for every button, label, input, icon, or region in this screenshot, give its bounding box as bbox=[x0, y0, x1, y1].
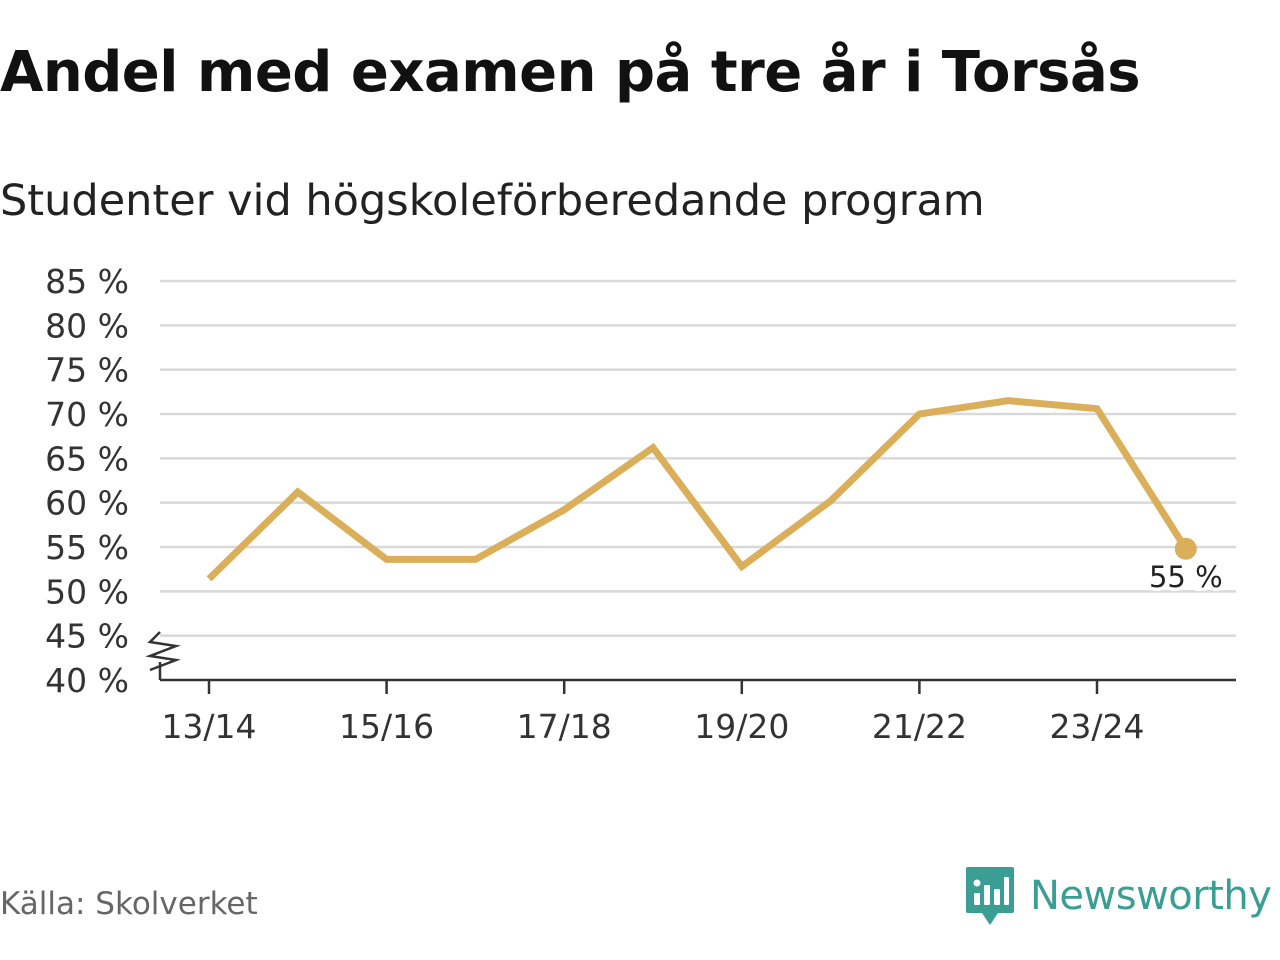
brand-name: Newsworthy bbox=[1030, 873, 1272, 919]
series-line bbox=[206, 397, 1189, 582]
brand-logo[interactable]: Newsworthy bbox=[964, 864, 1272, 928]
y-tick-label: 45 % bbox=[45, 617, 129, 656]
y-tick-label: 60 % bbox=[45, 484, 129, 523]
x-tick-label: 19/20 bbox=[694, 707, 789, 746]
y-tick-label: 85 % bbox=[45, 262, 129, 301]
series bbox=[206, 397, 1197, 582]
x-tick-label: 23/24 bbox=[1049, 707, 1144, 746]
x-tick-label: 15/16 bbox=[339, 707, 434, 746]
y-tick-label: 75 % bbox=[45, 351, 129, 390]
x-tick-label: 21/22 bbox=[872, 707, 967, 746]
newsworthy-logo-icon bbox=[966, 867, 1014, 925]
source-note: Källa: Skolverket bbox=[0, 886, 258, 922]
axes bbox=[145, 631, 1236, 694]
y-tick-label: 65 % bbox=[45, 439, 129, 478]
x-tick-label: 13/14 bbox=[161, 707, 256, 746]
x-tick-label: 17/18 bbox=[517, 707, 612, 746]
end-value-label: 55 % bbox=[1149, 560, 1223, 594]
y-tick-label: 70 % bbox=[45, 395, 129, 434]
chart-subtitle: Studenter vid högskoleförberedande progr… bbox=[0, 176, 985, 226]
tick-labels: 40 % 45 % 50 % 55 % 60 % 65 % 70 % 75 % 80 % 85 %… bbox=[45, 262, 1226, 746]
y-tick-label: 40 % bbox=[45, 661, 129, 700]
y-tick-label: 55 % bbox=[45, 528, 129, 567]
y-tick-label: 50 % bbox=[45, 572, 129, 611]
y-tick-label: 80 % bbox=[45, 306, 129, 345]
end-point-marker bbox=[1174, 537, 1197, 560]
axis-break-mark bbox=[145, 631, 181, 672]
chart-title: Andel med examen på tre år i Torsås bbox=[0, 40, 1141, 105]
gridlines bbox=[160, 279, 1236, 637]
